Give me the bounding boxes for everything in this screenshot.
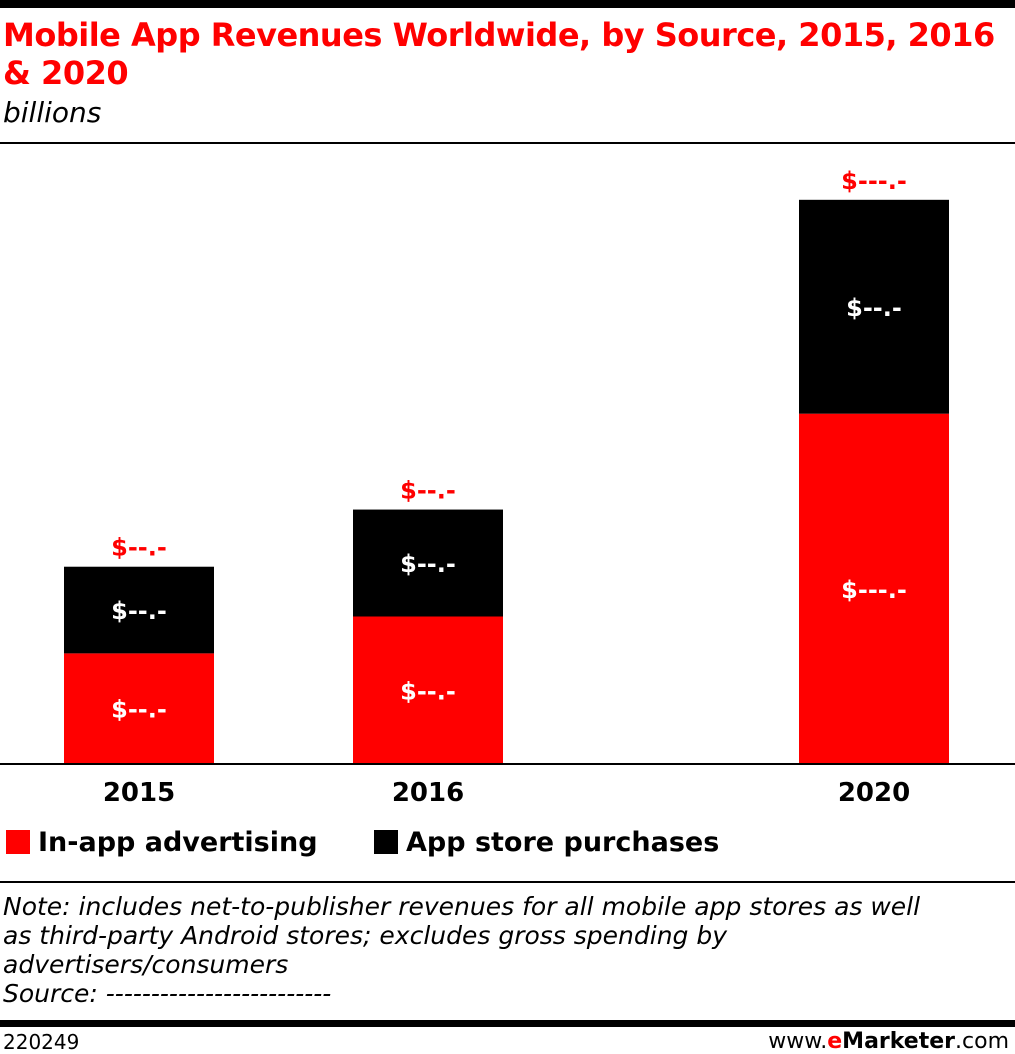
x-tick-label-2016: 2016	[392, 778, 464, 808]
bar-in-app-advertising-2016	[353, 616, 503, 764]
brand-prefix: www.	[768, 1029, 828, 1054]
bar-in-app-advertising-2020	[799, 413, 949, 764]
footnote: Note: includes net-to-publisher revenues…	[3, 892, 1003, 1008]
chart-id: 220249	[3, 1030, 80, 1054]
legend-label-in-app-advertising: In-app advertising	[38, 826, 318, 858]
bar-app-store-purchases-2015	[64, 566, 214, 654]
legend-swatch-in-app-advertising	[6, 830, 30, 854]
brand-logo: www.eMarketer.com	[768, 1030, 1009, 1054]
chart-title: Mobile App Revenues Worldwide, by Source…	[3, 16, 995, 92]
total-label-2020: $---.-	[841, 167, 907, 195]
bar-app-store-purchases-2016	[353, 509, 503, 617]
note-line: advertisers/consumers	[3, 950, 289, 979]
legend-label-app-store-purchases: App store purchases	[406, 826, 720, 858]
data-label-in-app-advertising-2015: $--.-	[111, 696, 167, 724]
x-tick-label-2020: 2020	[838, 778, 910, 808]
brand-suffix: .com	[955, 1029, 1009, 1054]
bar-app-store-purchases-2020	[799, 199, 949, 414]
total-label-2016: $--.-	[400, 477, 456, 505]
note-line: Note: includes net-to-publisher revenues…	[3, 892, 921, 921]
legend-item-in-app-advertising: In-app advertising	[6, 826, 318, 858]
note-divider	[0, 881, 1015, 883]
source-line: Source: -------------------------	[3, 979, 332, 1008]
data-label-in-app-advertising-2016: $--.-	[400, 677, 456, 705]
bar-in-app-advertising-2015	[64, 653, 214, 764]
legend-item-app-store-purchases: App store purchases	[374, 826, 719, 858]
header-divider	[0, 142, 1015, 144]
stacked-bar-chart: $--.- $--.- $--.- 2015 $--.- $--.- $--.- 2016 $-…	[0, 167, 1015, 808]
top-rule	[0, 0, 1015, 8]
data-label-app-store-purchases-2016: $--.-	[400, 550, 456, 578]
bottom-rule	[0, 1020, 1015, 1027]
data-label-app-store-purchases-2020: $--.-	[846, 294, 902, 322]
data-label-app-store-purchases-2015: $--.-	[111, 597, 167, 625]
legend-swatch-app-store-purchases	[374, 830, 398, 854]
chart-subtitle: billions	[3, 96, 102, 129]
note-line: as third-party Android stores; excludes …	[3, 921, 728, 950]
total-label-2015: $--.-	[111, 534, 167, 562]
data-label-in-app-advertising-2020: $---.-	[841, 576, 907, 604]
brand-mark: Marketer	[842, 1029, 956, 1054]
x-tick-label-2015: 2015	[103, 778, 175, 808]
brand-e: e	[827, 1029, 843, 1054]
